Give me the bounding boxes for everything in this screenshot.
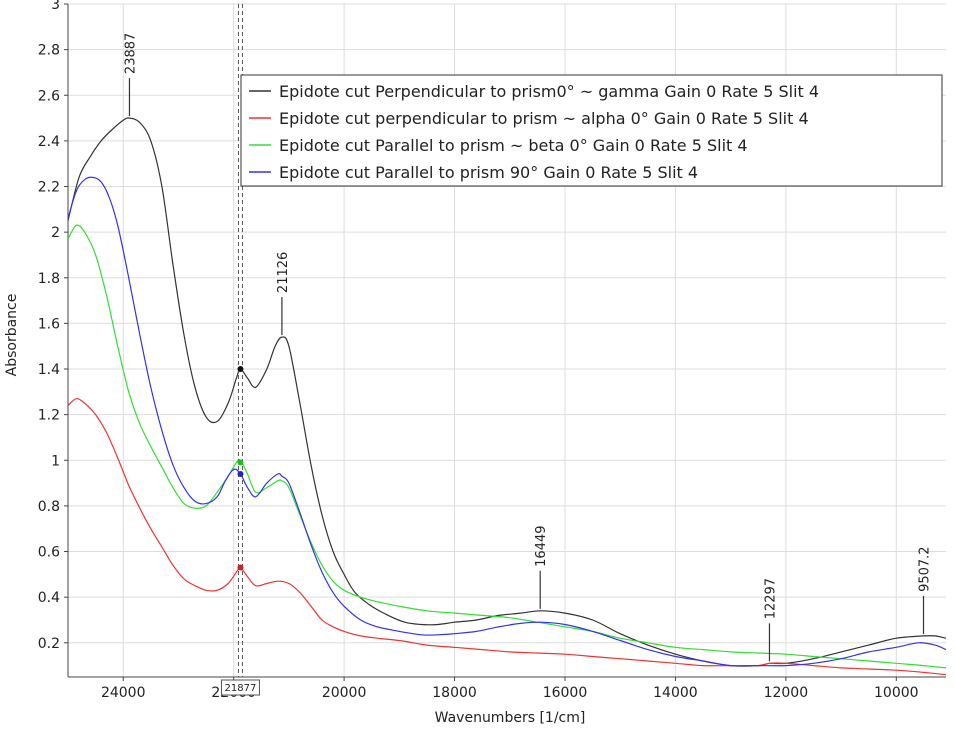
x-tick-label: 20000: [322, 685, 367, 701]
y-tick-label: 1.4: [38, 362, 60, 378]
cursor-label-box: [220, 679, 260, 696]
y-tick-label: 0.4: [38, 590, 60, 606]
axes: 2400022000200001800016000140001200010000…: [38, 0, 946, 701]
y-axis-title: Absorbance: [4, 294, 20, 377]
y-tick-label: 2.6: [38, 88, 60, 104]
series-line-3: [68, 224, 946, 669]
y-tick-label: 3: [51, 0, 60, 13]
cursor-label: 21877: [225, 683, 257, 694]
peak-annotations: 23887 21126 16449 12297 9507.2: [123, 33, 933, 662]
x-tick-label: 10000: [874, 685, 919, 701]
x-tick-label: 16000: [543, 685, 588, 701]
y-tick-label: 2.2: [38, 180, 60, 196]
y-tick-label: 0.2: [38, 636, 60, 652]
series-layer: [68, 117, 946, 676]
legend-entry-3: Epidote cut Parallel to prism ~ beta 0° …: [279, 136, 748, 155]
cursor-marker: [237, 470, 244, 477]
legend-entry-1: Epidote cut Perpendicular to prism0° ~ g…: [279, 82, 819, 101]
y-tick-label: 0.6: [38, 545, 60, 561]
legend-entry-4: Epidote cut Parallel to prism 90° Gain 0…: [279, 163, 698, 182]
legend-entry-2: Epidote cut perpendicular to prism ~ alp…: [279, 109, 809, 128]
x-tick-label: 24000: [101, 685, 146, 701]
y-tick-label: 1.2: [38, 408, 60, 424]
peak-label: 23887: [123, 33, 138, 74]
series-line-4: [68, 176, 946, 667]
x-axis-title: Wavenumbers [1/cm]: [435, 710, 586, 726]
y-tick-label: 1.8: [38, 271, 60, 287]
peak-label: 21126: [276, 252, 291, 293]
y-tick-label: 1: [51, 453, 60, 469]
legend: Epidote cut Perpendicular to prism0° ~ g…: [240, 74, 943, 187]
cursor-marker: [237, 366, 244, 373]
y-tick-label: 2.8: [38, 43, 60, 59]
y-tick-label: 1.6: [38, 316, 60, 332]
legend-box: [240, 74, 943, 187]
peak-label: 16449: [534, 525, 549, 566]
y-tick-label: 2: [51, 225, 60, 241]
peak-label: 9507.2: [918, 546, 933, 592]
x-tick-label: 18000: [432, 685, 477, 701]
y-tick-label: 0.8: [38, 499, 60, 515]
y-tick-label: 2.4: [38, 134, 60, 150]
x-tick-label: 14000: [653, 685, 698, 701]
cursor-marker: [237, 459, 244, 466]
cursor-marker: [237, 564, 244, 571]
peak-label: 12297: [763, 578, 778, 619]
x-tick-label: 12000: [764, 685, 809, 701]
